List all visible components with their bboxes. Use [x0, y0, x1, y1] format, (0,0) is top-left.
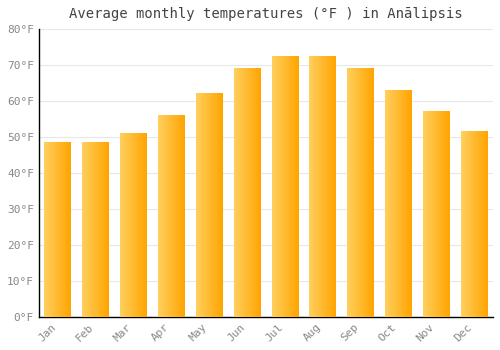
Title: Average monthly temperatures (°F ) in Anālipsis: Average monthly temperatures (°F ) in An… [69, 7, 462, 21]
